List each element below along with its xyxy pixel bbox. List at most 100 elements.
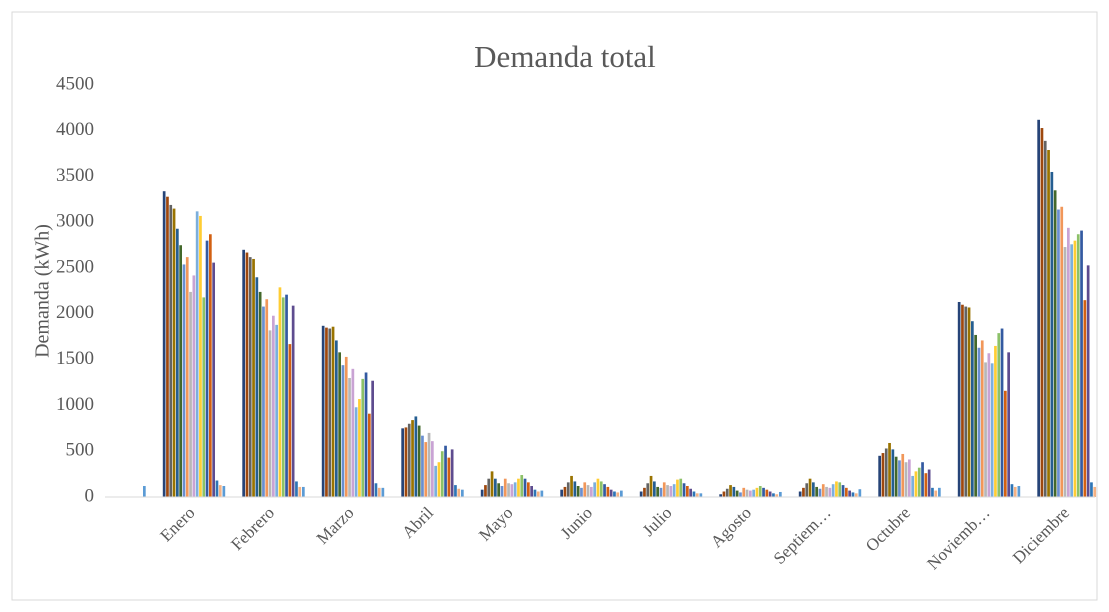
bar xyxy=(908,459,911,497)
bar xyxy=(192,275,196,497)
bar xyxy=(494,478,497,497)
bar xyxy=(1037,119,1040,498)
bar xyxy=(199,215,202,497)
bar xyxy=(772,493,775,497)
bar xyxy=(775,494,779,497)
bar xyxy=(583,482,587,497)
bar xyxy=(298,486,302,497)
bar xyxy=(1013,486,1017,497)
bar xyxy=(417,425,421,497)
bar xyxy=(964,306,968,497)
bar xyxy=(182,264,186,497)
bar xyxy=(169,204,173,497)
bar xyxy=(218,485,222,497)
chart-title: Demanda total xyxy=(474,39,656,74)
bar xyxy=(179,245,182,497)
bar xyxy=(845,487,848,497)
bar xyxy=(427,432,431,497)
bar xyxy=(742,487,746,497)
bar xyxy=(245,252,249,497)
bar xyxy=(281,297,285,497)
bar xyxy=(411,420,414,497)
bar xyxy=(911,475,914,497)
bar xyxy=(255,277,259,497)
bar xyxy=(523,478,527,497)
bar xyxy=(858,489,862,497)
bar xyxy=(1086,265,1090,497)
bar xyxy=(609,489,613,497)
bar xyxy=(987,353,991,497)
bar xyxy=(590,486,593,497)
bar xyxy=(262,306,265,497)
bar xyxy=(692,491,696,497)
bar xyxy=(593,482,596,497)
bar xyxy=(732,486,736,497)
bar xyxy=(1090,482,1093,497)
bar xyxy=(934,490,938,497)
bar xyxy=(599,481,603,497)
bar xyxy=(484,485,487,497)
bar xyxy=(851,492,855,497)
bar xyxy=(1007,352,1010,497)
bar xyxy=(437,462,441,497)
bar xyxy=(507,483,510,497)
bar xyxy=(884,448,888,497)
bar xyxy=(457,488,461,497)
y-tick-label: 4000 xyxy=(56,119,94,140)
y-tick-label: 1000 xyxy=(56,394,94,415)
bar xyxy=(938,487,941,497)
bar xyxy=(295,481,298,497)
bar xyxy=(536,491,540,497)
bar xyxy=(195,211,199,497)
bar xyxy=(841,485,845,497)
bar xyxy=(172,208,176,497)
bar xyxy=(686,486,689,497)
bar xyxy=(1076,234,1080,498)
bar xyxy=(500,486,504,497)
bar xyxy=(888,442,891,497)
bar xyxy=(679,478,683,497)
bar xyxy=(739,492,742,497)
y-tick-label: 1500 xyxy=(56,348,94,369)
bar xyxy=(901,453,905,497)
bar xyxy=(404,427,408,497)
bar xyxy=(331,326,335,497)
bar xyxy=(669,486,673,497)
bar xyxy=(653,481,656,497)
bar xyxy=(212,262,215,497)
bar xyxy=(202,297,206,497)
bar xyxy=(450,449,454,497)
bar xyxy=(513,482,517,497)
bar xyxy=(374,483,378,497)
bar xyxy=(699,493,703,497)
bar xyxy=(762,487,765,497)
bar xyxy=(682,483,686,497)
bar xyxy=(487,478,491,497)
bar xyxy=(971,321,974,497)
bar xyxy=(755,487,759,497)
bar xyxy=(1063,247,1067,497)
bar xyxy=(166,196,169,497)
bar xyxy=(288,344,292,497)
bar xyxy=(1017,486,1021,497)
bar xyxy=(205,240,209,497)
bar xyxy=(291,305,295,497)
bar xyxy=(848,490,851,497)
bar xyxy=(639,491,643,497)
bar xyxy=(185,257,189,497)
bar xyxy=(676,479,679,497)
bar xyxy=(328,328,332,497)
bar xyxy=(749,490,752,497)
bar xyxy=(563,486,567,497)
bar xyxy=(361,378,365,497)
bar xyxy=(248,257,252,497)
bar xyxy=(371,380,374,497)
bar xyxy=(176,228,179,497)
bar xyxy=(424,442,428,497)
bar xyxy=(924,473,928,497)
bar xyxy=(341,365,345,497)
bar xyxy=(533,489,537,497)
bar xyxy=(1057,209,1060,497)
bar xyxy=(325,327,328,497)
bar xyxy=(527,482,530,497)
